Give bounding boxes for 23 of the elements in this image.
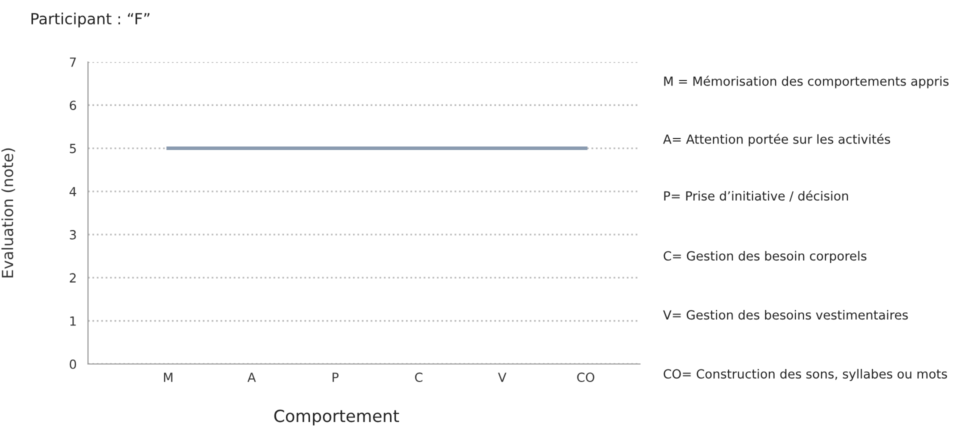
text: CO= Construction des sons, syllabes ou mots bbox=[664, 368, 948, 382]
y-tick-label: 2 bbox=[70, 273, 76, 282]
text: M = Mémorisation des comportements appris bbox=[664, 76, 949, 88]
y-tick-label: 6 bbox=[70, 100, 76, 110]
x-tick-label: A bbox=[248, 372, 256, 382]
y-tick-label: 1 bbox=[70, 316, 76, 326]
y-axis-title: Evaluation (note) bbox=[1, 148, 16, 278]
text: V= Gestion des besoins vestimentaires bbox=[663, 310, 908, 320]
y-tick-label: 3 bbox=[70, 230, 76, 240]
x-tick-label: M bbox=[164, 372, 172, 382]
y-tick-label: 7 bbox=[70, 58, 76, 67]
x-tick-label: C bbox=[415, 372, 422, 382]
chart-title: Participant : “F” bbox=[32, 12, 150, 28]
x-tick-label: V bbox=[498, 372, 506, 382]
x-tick-label: P bbox=[332, 372, 339, 382]
y-tick-label: 0 bbox=[70, 359, 76, 369]
text: A= Attention portée sur les activités bbox=[663, 134, 890, 146]
text: P= Prise d’initiative / décision bbox=[664, 190, 848, 202]
x-axis-title: Comportement bbox=[274, 410, 400, 426]
text: C= Gestion des besoin corporels bbox=[664, 250, 866, 264]
y-tick-label: 4 bbox=[70, 187, 76, 196]
y-tick-label: 5 bbox=[70, 144, 76, 154]
x-tick-label: CO bbox=[577, 372, 594, 382]
